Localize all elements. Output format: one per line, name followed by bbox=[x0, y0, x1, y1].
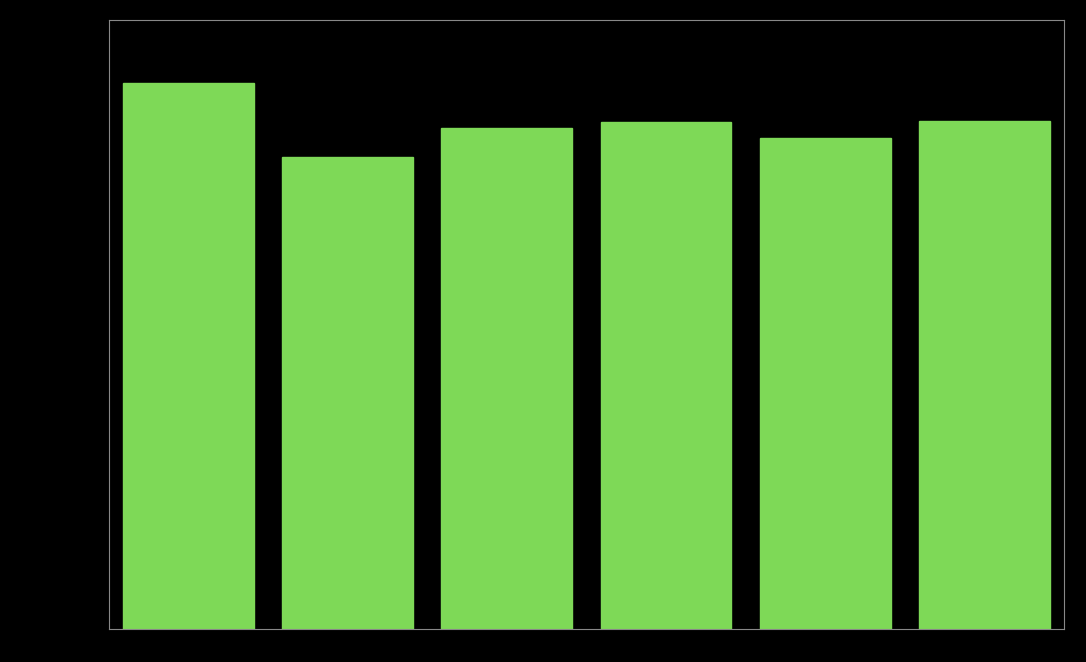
Bar bbox=[601, 122, 731, 629]
Bar bbox=[442, 128, 572, 629]
Bar bbox=[123, 83, 253, 629]
Bar bbox=[760, 138, 891, 629]
Bar bbox=[282, 158, 413, 629]
Bar bbox=[920, 121, 1050, 629]
